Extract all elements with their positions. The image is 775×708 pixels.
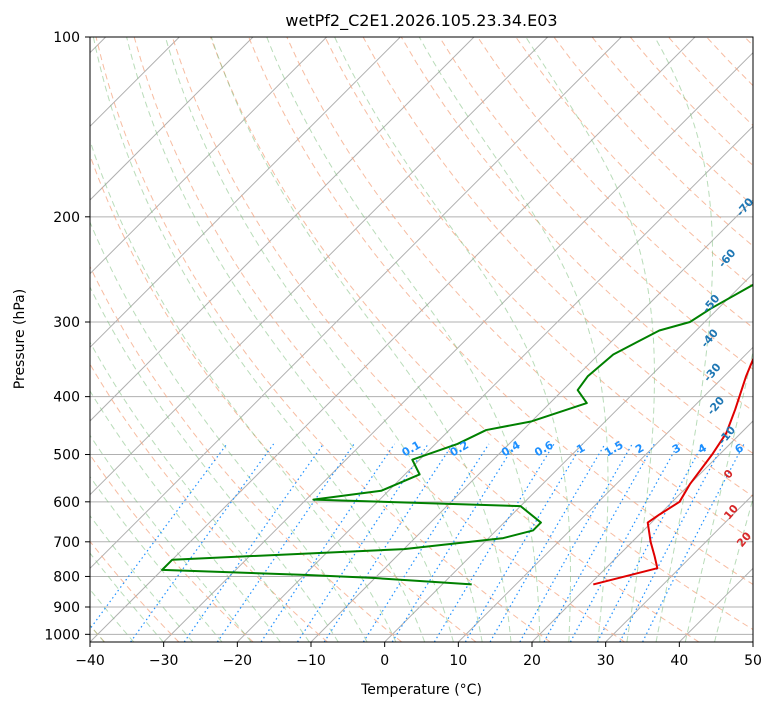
y-tick-label: 400 [53,390,80,406]
moist-adiabat-label: 30 [750,558,770,578]
x-tick-label: 50 [744,653,762,669]
isotherm-gridline [90,37,328,275]
mixing-ratio-line [391,443,516,642]
moist-adiabat [90,514,194,642]
isotherm-gridline [90,37,696,642]
moist-adiabat [90,475,223,642]
y-tick-label: 1000 [44,627,80,643]
x-tick-label: 40 [670,653,688,669]
mixing-ratio-line [642,443,745,642]
x-tick-label: −40 [75,653,105,669]
moist-adiabat [90,390,281,642]
y-tick-label: 300 [53,315,80,331]
x-tick-label: −10 [296,653,326,669]
mixing-ratio-line [323,443,454,642]
moist-adiabat [92,37,426,642]
isotherm-gridline [90,37,549,496]
y-tick-label: 100 [53,30,80,46]
x-tick-label: 20 [523,653,541,669]
plot-frame [89,36,754,643]
moist-adiabat [90,434,252,642]
dry-adiabat [286,37,753,541]
x-tick-label: 30 [597,653,615,669]
moist-adiabat [714,496,753,642]
mixing-ratio-line [90,443,228,630]
mixing-ratio-lines [90,443,745,642]
mixing-ratio-line [543,443,655,642]
series-line-0 [593,356,753,586]
profile-series [161,283,753,586]
mixing-ratio-line [489,443,606,642]
moist-adiabat [126,37,454,642]
moist-adiabat [654,37,714,642]
y-tick-label: 700 [53,535,80,551]
mixing-ratio-line [216,443,355,642]
isotherm-gridline [90,37,622,570]
y-tick-label: 500 [53,448,80,464]
y-tick-label: 600 [53,495,80,511]
dry-adiabat [90,453,254,642]
isotherm-gridline [605,493,753,642]
isotherm-gridline [90,37,475,422]
dry-adiabat [477,37,753,329]
isotherm-gridline [236,125,753,642]
moist-adiabat [334,37,571,642]
moist-adiabat-label: 20 [734,529,754,549]
moist-adiabat [164,37,483,642]
moist-adiabat [210,37,512,642]
dry-adiabat [515,37,753,288]
mixing-ratio-line [464,443,583,642]
isotherm-gridline [90,37,254,201]
moist-adiabat [266,37,541,642]
moist-adiabat [90,220,368,642]
moist-adiabat [90,285,339,642]
dry-adiabat [90,153,477,642]
dry-adiabat [324,37,753,498]
x-axis-label: Temperature (°C) [360,682,482,698]
x-tick-label: −30 [149,653,179,669]
mixing-ratio-line [362,443,490,642]
series-line-1 [161,283,753,586]
x-tick-label: −20 [223,653,253,669]
x-tick-label: 0 [380,653,389,669]
dry-adiabat [90,363,328,642]
y-axis-ticks: 100 200 300 400 500 600 700 800 900 1000 [44,30,90,643]
y-tick-label: 900 [53,600,80,616]
moist-adiabat [90,552,164,642]
mixing-ratio-line [130,443,275,642]
plot-area: -100-90-80-70-60-50-40-30-20-100.10.20.4… [90,37,770,642]
mixing-ratio-line [433,443,555,642]
moist-adiabat [90,341,310,642]
isotherm-gridline [457,346,753,642]
isotherm-gridline [310,199,753,642]
dry-adiabat [362,37,753,455]
dry-adiabat [400,37,753,412]
y-tick-label: 200 [53,210,80,226]
moist-adiabats [90,37,753,642]
dry-adiabat [210,37,753,631]
mixing-ratio-line [596,443,704,642]
mixing-ratio-line [619,443,724,642]
dry-adiabat [248,37,753,586]
moist-adiabat [418,37,609,642]
y-axis-label: Pressure (hPa) [12,289,28,389]
dry-adiabat [95,37,551,642]
dry-adiabat [439,37,753,370]
pressure-grid [90,37,753,635]
moist-adiabat [525,37,655,642]
moist-adiabat [684,349,753,642]
y-tick-label: 800 [53,569,80,585]
chart-title: wetPf2_C2E1.2026.105.23.34.E03 [285,11,557,31]
isotherm-gridline [384,272,753,642]
mixing-ratio-line [569,443,679,642]
dry-adiabat [171,37,700,642]
isotherm-gridline [90,37,401,349]
isotherm-gridline [531,420,753,642]
x-tick-label: 10 [449,653,467,669]
moist-adiabat [90,588,135,642]
mixing-ratio-line [519,443,633,642]
x-axis-ticks: −40 −30 −20 −10 0 10 20 30 40 50 [75,642,762,669]
